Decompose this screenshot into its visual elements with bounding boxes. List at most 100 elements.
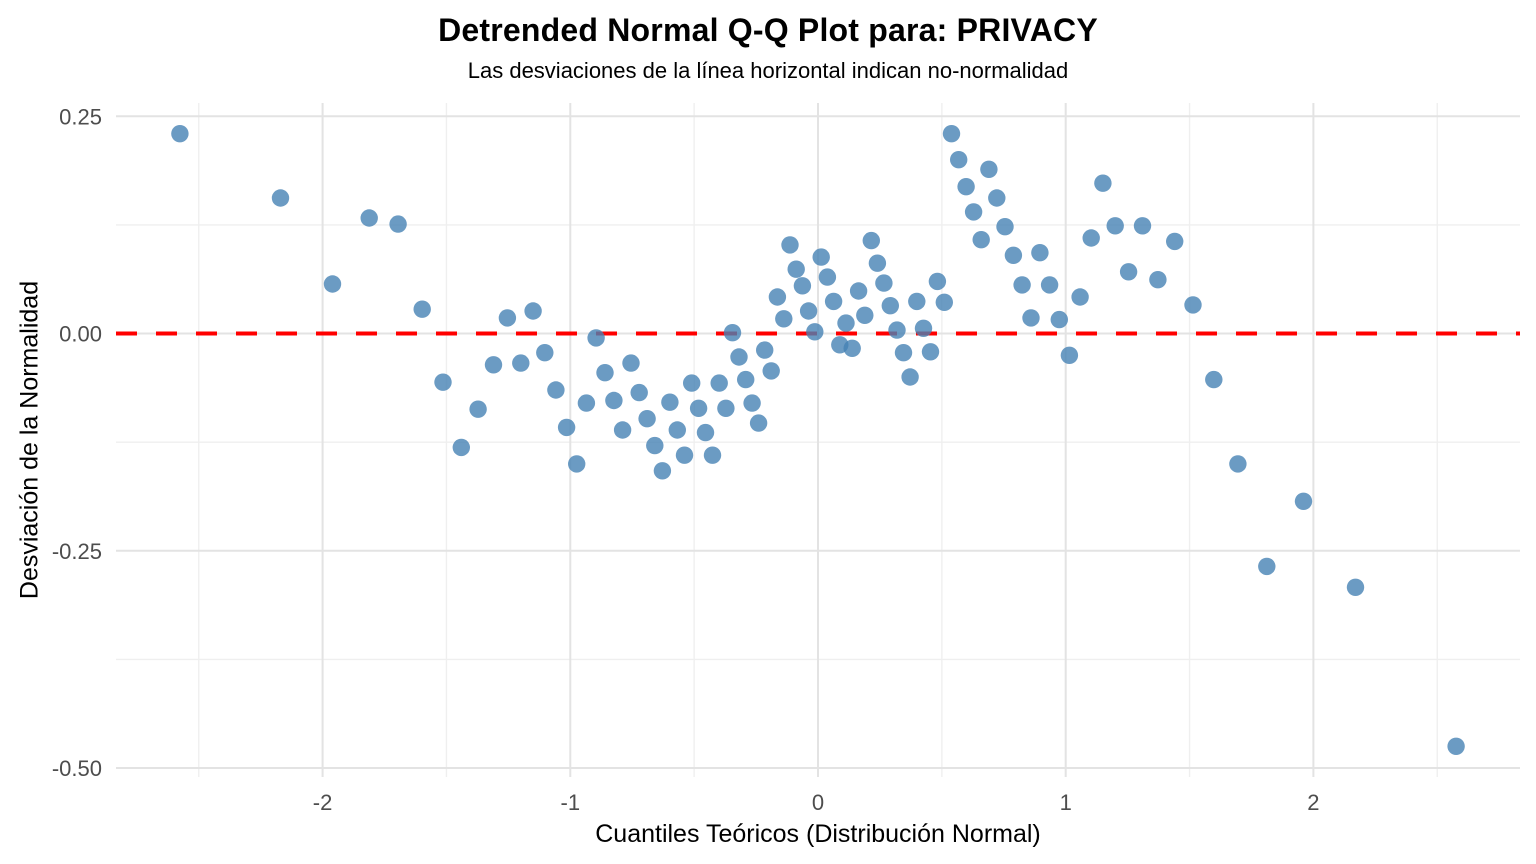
data-point bbox=[271, 189, 290, 207]
data-point bbox=[577, 394, 596, 412]
data-point bbox=[824, 292, 843, 311]
data-point bbox=[862, 231, 880, 250]
data-point bbox=[818, 268, 837, 286]
x-axis-title: Cuantiles Teóricos (Distribución Normal) bbox=[595, 820, 1041, 848]
data-point bbox=[1346, 578, 1365, 596]
data-point bbox=[768, 288, 787, 306]
data-point bbox=[1106, 217, 1124, 235]
data-point bbox=[942, 125, 961, 143]
data-point bbox=[696, 423, 715, 442]
data-point bbox=[1022, 309, 1040, 327]
data-point bbox=[557, 418, 576, 437]
data-point bbox=[613, 421, 632, 439]
data-point bbox=[323, 275, 342, 293]
data-point bbox=[775, 310, 793, 328]
data-point bbox=[389, 215, 407, 233]
data-point bbox=[596, 364, 614, 382]
data-point bbox=[512, 354, 530, 372]
data-point bbox=[683, 374, 701, 392]
y-tick-label: 0.00 bbox=[59, 322, 102, 347]
data-point bbox=[703, 446, 722, 464]
data-point bbox=[908, 292, 926, 311]
data-point bbox=[710, 374, 728, 392]
data-point bbox=[1294, 492, 1313, 510]
data-point bbox=[1166, 232, 1184, 251]
data-point bbox=[843, 339, 861, 357]
data-point bbox=[1149, 271, 1167, 289]
data-point bbox=[996, 218, 1014, 236]
data-point bbox=[849, 282, 868, 300]
data-point bbox=[749, 414, 768, 432]
data-point bbox=[1133, 217, 1152, 235]
data-point bbox=[469, 400, 487, 418]
data-point bbox=[622, 354, 640, 372]
data-point bbox=[743, 394, 761, 412]
data-point bbox=[1031, 244, 1049, 262]
data-point bbox=[988, 189, 1006, 207]
data-point bbox=[1258, 557, 1276, 576]
data-point bbox=[547, 381, 565, 399]
data-point bbox=[524, 302, 542, 320]
data-point bbox=[413, 300, 431, 318]
data-point bbox=[781, 236, 799, 254]
data-point bbox=[935, 293, 953, 311]
data-point bbox=[498, 309, 517, 327]
data-point bbox=[737, 370, 755, 389]
data-point bbox=[1229, 455, 1247, 473]
data-point bbox=[980, 160, 998, 178]
data-point bbox=[950, 151, 968, 169]
x-tick-label: 2 bbox=[1307, 790, 1319, 815]
y-tick-label: -0.25 bbox=[52, 539, 102, 564]
data-point bbox=[921, 343, 940, 361]
data-point bbox=[894, 344, 913, 362]
data-point bbox=[1119, 263, 1138, 281]
data-point bbox=[914, 319, 933, 337]
y-tick-label: 0.25 bbox=[59, 104, 102, 129]
data-point bbox=[1447, 737, 1465, 755]
data-point bbox=[957, 178, 975, 196]
data-point bbox=[856, 306, 874, 324]
data-point bbox=[675, 446, 694, 464]
data-point bbox=[646, 436, 664, 455]
x-tick-label: -2 bbox=[313, 790, 333, 815]
data-point bbox=[668, 421, 686, 439]
data-point bbox=[689, 399, 708, 417]
data-point bbox=[587, 329, 605, 347]
data-point bbox=[1205, 370, 1223, 389]
data-point bbox=[434, 373, 452, 391]
data-point bbox=[730, 348, 748, 366]
data-point bbox=[868, 254, 887, 272]
data-point bbox=[630, 383, 648, 402]
x-tick-label: 0 bbox=[812, 790, 824, 815]
data-point bbox=[964, 203, 983, 221]
data-point bbox=[661, 393, 679, 411]
data-point bbox=[653, 462, 672, 480]
x-tick-label: -1 bbox=[561, 790, 581, 815]
data-point bbox=[568, 455, 586, 473]
data-point bbox=[901, 368, 919, 386]
data-point bbox=[799, 302, 818, 320]
data-point bbox=[881, 297, 899, 315]
data-point bbox=[484, 356, 503, 374]
x-axis-tick-labels: -2 -1 0 1 2 bbox=[313, 790, 1320, 815]
data-point bbox=[171, 125, 189, 143]
data-point bbox=[928, 272, 947, 291]
data-point bbox=[536, 344, 554, 362]
data-point bbox=[723, 324, 742, 342]
data-point bbox=[837, 314, 855, 332]
data-point bbox=[1094, 174, 1112, 192]
major-gridlines bbox=[116, 103, 1520, 777]
data-point bbox=[806, 323, 824, 341]
data-point bbox=[638, 410, 656, 428]
x-tick-label: 1 bbox=[1060, 790, 1072, 815]
data-point bbox=[875, 274, 893, 292]
data-points bbox=[171, 125, 1465, 755]
data-point bbox=[717, 399, 735, 417]
data-point bbox=[787, 260, 805, 278]
chart-subtitle: Las desviaciones de la línea horizontal … bbox=[467, 58, 1069, 83]
data-point bbox=[605, 391, 623, 410]
chart-title: Detrended Normal Q-Q Plot para: PRIVACY bbox=[438, 12, 1098, 48]
y-axis-tick-labels: 0.25 0.00 -0.25 -0.50 bbox=[52, 104, 102, 781]
